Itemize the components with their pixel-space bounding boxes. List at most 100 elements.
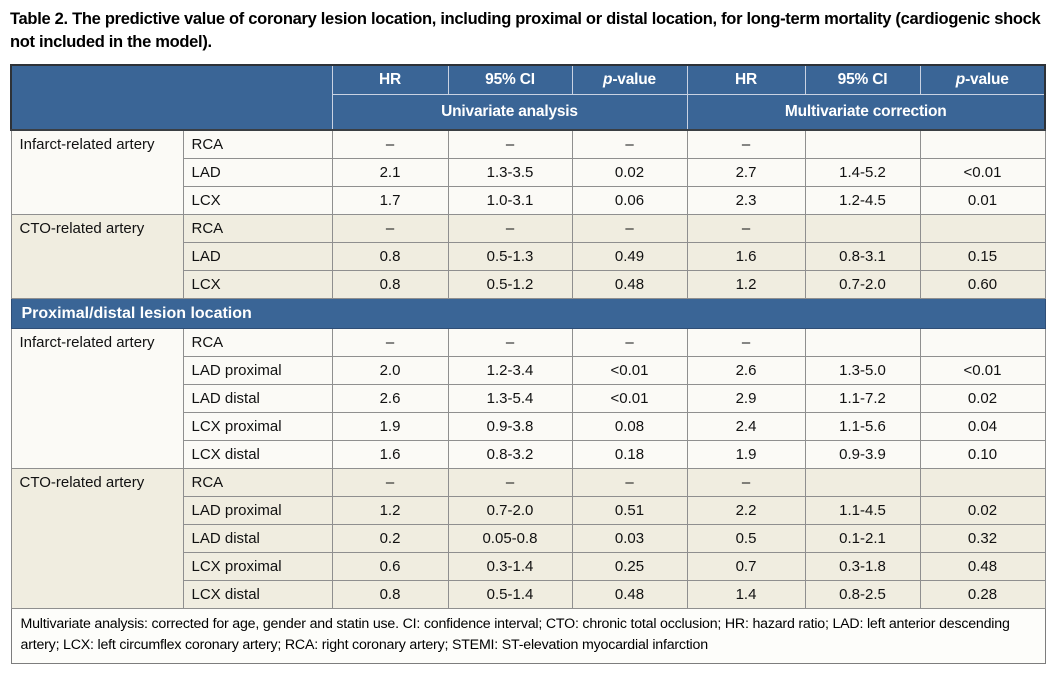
value-cell: 0.3-1.4: [447, 552, 573, 581]
results-table: HR 95% CI p-value HR 95% CI p-value Univ…: [10, 64, 1046, 664]
value-cell: 1.1-7.2: [804, 384, 921, 413]
value-cell: –: [447, 328, 573, 357]
artery-cell: RCA: [182, 214, 333, 243]
value-cell: –: [686, 129, 806, 159]
value-cell: 0.49: [571, 242, 688, 271]
value-cell: –: [571, 468, 688, 497]
value-cell: 0.02: [919, 496, 1046, 525]
value-cell: 0.02: [571, 158, 688, 187]
value-cell: –: [686, 214, 806, 243]
value-cell: 0.08: [571, 412, 688, 441]
value-cell: 0.28: [919, 580, 1046, 609]
value-cell: 0.5: [686, 524, 806, 553]
value-cell: –: [571, 214, 688, 243]
category-cell: CTO-related artery: [10, 468, 184, 609]
table-caption: Table 2. The predictive value of coronar…: [10, 10, 1041, 51]
col-header-pvalue-multi: p-value: [919, 64, 1046, 95]
artery-cell: LCX proximal: [182, 552, 333, 581]
value-cell: 2.3: [686, 186, 806, 215]
value-cell: 0.9-3.8: [447, 412, 573, 441]
artery-cell: RCA: [182, 328, 333, 357]
value-cell: 0.48: [919, 552, 1046, 581]
value-cell: [919, 214, 1046, 243]
artery-cell: LAD distal: [182, 384, 333, 413]
section-divider-row: Proximal/distal lesion location: [10, 298, 1046, 329]
col-header-ci-uni: 95% CI: [447, 64, 572, 95]
value-cell: 1.3-5.0: [804, 356, 921, 385]
value-cell: 0.02: [919, 384, 1046, 413]
col-header-hr-multi: HR: [686, 64, 805, 95]
category-cell: Infarct-related artery: [10, 328, 184, 469]
artery-cell: LCX distal: [182, 580, 333, 609]
value-cell: 1.2-3.4: [447, 356, 573, 385]
corner-header-cell: [10, 64, 333, 131]
group-header-multivariate: Multivariate correction: [686, 94, 1046, 131]
value-cell: 2.6: [686, 356, 806, 385]
value-cell: 0.2: [331, 524, 449, 553]
value-cell: 0.8: [331, 242, 449, 271]
group-header-univariate: Univariate analysis: [331, 94, 687, 131]
artery-cell: LAD distal: [182, 524, 333, 553]
value-cell: –: [571, 328, 688, 357]
value-cell: 0.51: [571, 496, 688, 525]
value-cell: [919, 468, 1046, 497]
artery-cell: RCA: [182, 129, 333, 159]
value-cell: 0.6: [331, 552, 449, 581]
value-cell: –: [447, 468, 573, 497]
category-cell: CTO-related artery: [10, 214, 184, 299]
value-cell: 1.4-5.2: [804, 158, 921, 187]
table-header: HR 95% CI p-value HR 95% CI p-value Univ…: [10, 64, 1046, 131]
value-cell: 0.7: [686, 552, 806, 581]
value-cell: 1.6: [686, 242, 806, 271]
value-cell: 0.01: [919, 186, 1046, 215]
section-divider-label: Proximal/distal lesion location: [10, 298, 1046, 329]
artery-cell: LAD proximal: [182, 496, 333, 525]
value-cell: 0.3-1.8: [804, 552, 921, 581]
table-row: LCX proximal 0.6 0.3-1.4 0.25 0.7 0.3-1.8 0.48: [11, 552, 1046, 581]
value-cell: <0.01: [571, 356, 688, 385]
value-cell: [804, 214, 921, 243]
column-header-row: HR 95% CI p-value HR 95% CI p-value: [10, 64, 1046, 131]
col-header-ci-multi: 95% CI: [804, 64, 920, 95]
value-cell: –: [331, 328, 449, 357]
table-row: LCX distal 0.8 0.5-1.4 0.48 1.4 0.8-2.5 0.28: [11, 580, 1046, 609]
value-cell: 1.6: [331, 440, 449, 469]
value-cell: [919, 328, 1046, 357]
value-cell: –: [447, 214, 573, 243]
value-cell: 0.15: [919, 242, 1046, 271]
value-cell: 0.48: [571, 270, 688, 299]
value-cell: 2.2: [686, 496, 806, 525]
value-cell: <0.01: [919, 356, 1046, 385]
value-cell: 2.7: [686, 158, 806, 187]
value-cell: 0.60: [919, 270, 1046, 299]
value-cell: 1.2-4.5: [804, 186, 921, 215]
table-row: CTO-related artery RCA – – – –: [10, 468, 1046, 609]
value-cell: 2.4: [686, 412, 806, 441]
artery-cell: LCX: [182, 270, 333, 299]
value-cell: –: [686, 468, 806, 497]
value-cell: 0.7-2.0: [447, 496, 573, 525]
value-cell: 0.04: [919, 412, 1046, 441]
value-cell: 0.8: [331, 580, 449, 609]
table-row: LAD distal 0.2 0.05-0.8 0.03 0.5 0.1-2.1 0.32: [11, 524, 1046, 553]
value-cell: 0.25: [571, 552, 688, 581]
table-footer: Multivariate analysis: corrected for age…: [10, 608, 1046, 664]
value-cell: 0.9-3.9: [804, 440, 921, 469]
artery-cell: LCX distal: [182, 440, 333, 469]
artery-cell: LCX proximal: [182, 412, 333, 441]
value-cell: 0.8-2.5: [804, 580, 921, 609]
value-cell: –: [331, 468, 449, 497]
value-cell: 2.9: [686, 384, 806, 413]
value-cell: 0.8: [331, 270, 449, 299]
col-header-hr-uni: HR: [331, 64, 448, 95]
value-cell: –: [447, 129, 573, 159]
value-cell: –: [331, 129, 449, 159]
value-cell: 0.5-1.3: [447, 242, 573, 271]
value-cell: –: [331, 214, 449, 243]
results-table-body: Infarct-related artery RCA – – – – LAD 2.1 1.3-3…: [10, 129, 1046, 609]
value-cell: 0.32: [919, 524, 1046, 553]
table-row: Infarct-related artery RCA – – – –: [10, 328, 1046, 469]
value-cell: 1.1-5.6: [804, 412, 921, 441]
group-header-row: Univariate analysis Multivariate correct…: [11, 94, 1046, 131]
